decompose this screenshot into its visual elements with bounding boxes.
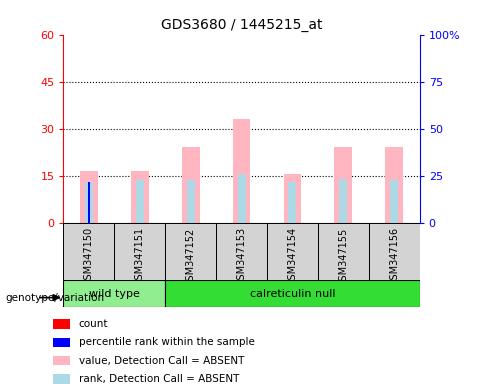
Text: GSM347155: GSM347155 <box>338 227 348 286</box>
Bar <box>53 374 70 384</box>
Bar <box>88 182 90 223</box>
Text: GSM347154: GSM347154 <box>287 227 298 286</box>
Bar <box>136 180 144 223</box>
Bar <box>386 147 403 223</box>
Text: value, Detection Call = ABSENT: value, Detection Call = ABSENT <box>79 356 244 366</box>
Text: GSM347156: GSM347156 <box>389 227 399 286</box>
Bar <box>339 179 347 223</box>
Bar <box>187 180 195 223</box>
Bar <box>182 147 200 223</box>
Title: GDS3680 / 1445215_at: GDS3680 / 1445215_at <box>161 18 322 32</box>
Bar <box>233 119 250 223</box>
Bar <box>369 223 420 280</box>
Text: count: count <box>79 319 108 329</box>
Bar <box>165 223 216 280</box>
Bar <box>85 182 93 223</box>
Bar <box>390 180 398 223</box>
Text: GSM347153: GSM347153 <box>237 227 246 286</box>
Bar <box>238 174 245 223</box>
Bar <box>131 171 149 223</box>
Bar <box>216 223 267 280</box>
Bar <box>53 356 70 366</box>
Bar <box>63 223 114 280</box>
Bar <box>284 174 302 223</box>
Bar <box>87 218 90 223</box>
Bar <box>334 147 352 223</box>
Bar <box>165 280 420 307</box>
Text: GSM347151: GSM347151 <box>135 227 145 286</box>
Bar <box>53 338 70 347</box>
Text: calreticulin null: calreticulin null <box>250 289 335 299</box>
Bar <box>114 223 165 280</box>
Bar <box>53 319 70 329</box>
Bar <box>80 171 98 223</box>
Text: genotype/variation: genotype/variation <box>5 293 104 303</box>
Bar <box>288 182 296 223</box>
Text: GSM347152: GSM347152 <box>185 227 196 286</box>
Bar <box>63 280 165 307</box>
Text: GSM347150: GSM347150 <box>84 227 94 286</box>
Text: rank, Detection Call = ABSENT: rank, Detection Call = ABSENT <box>79 374 239 384</box>
Bar <box>267 223 318 280</box>
Text: percentile rank within the sample: percentile rank within the sample <box>79 338 255 348</box>
Bar <box>318 223 369 280</box>
Text: wild type: wild type <box>89 289 140 299</box>
